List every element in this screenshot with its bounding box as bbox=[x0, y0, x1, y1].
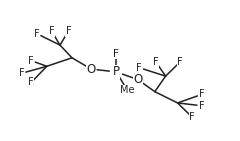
Text: F: F bbox=[49, 26, 54, 36]
Text: F: F bbox=[19, 68, 24, 78]
Text: F: F bbox=[199, 101, 204, 111]
Text: F: F bbox=[28, 78, 34, 87]
Text: P: P bbox=[113, 65, 120, 78]
Text: O: O bbox=[133, 73, 143, 86]
Text: F: F bbox=[153, 57, 159, 67]
Text: F: F bbox=[177, 57, 183, 67]
Text: Me: Me bbox=[120, 85, 134, 95]
Text: O: O bbox=[87, 63, 96, 76]
Text: F: F bbox=[66, 26, 71, 36]
Text: F: F bbox=[189, 112, 195, 122]
Text: F: F bbox=[136, 63, 142, 73]
Text: F: F bbox=[199, 90, 204, 99]
Text: F: F bbox=[28, 56, 34, 66]
Text: F: F bbox=[34, 29, 40, 39]
Text: F: F bbox=[114, 49, 119, 59]
